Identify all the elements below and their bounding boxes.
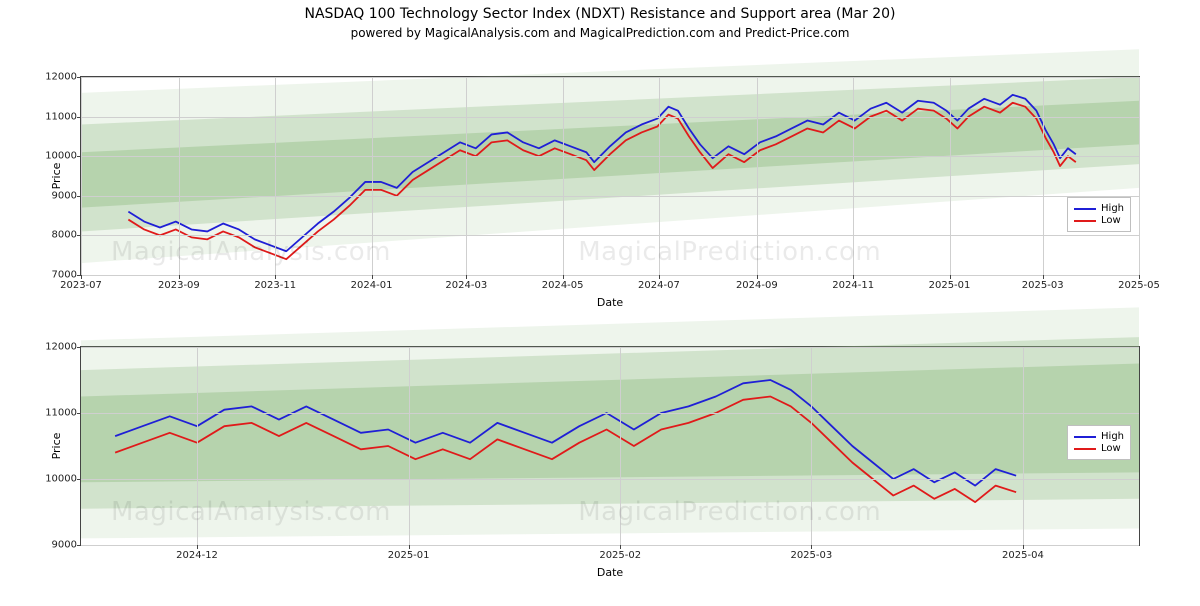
- x-tick-label: 2025-05: [1118, 280, 1160, 291]
- x-tick-label: 2024-07: [638, 280, 680, 291]
- legend-item-low: Low: [1074, 443, 1124, 454]
- legend-item-high: High: [1074, 203, 1124, 214]
- x-tick-label: 2023-07: [60, 280, 102, 291]
- legend-label-high: High: [1101, 431, 1124, 442]
- x-tick-label: 2023-09: [158, 280, 200, 291]
- y-axis-label: Price: [50, 163, 63, 190]
- y-tick-label: 10000: [33, 151, 77, 162]
- y-tick-label: 12000: [33, 72, 77, 83]
- x-axis-label: Date: [597, 566, 623, 579]
- x-tick-label: 2024-05: [542, 280, 584, 291]
- y-tick-label: 11000: [33, 408, 77, 419]
- chart-title: NASDAQ 100 Technology Sector Index (NDXT…: [0, 6, 1200, 22]
- y-axis-label: Price: [50, 433, 63, 460]
- y-tick-label: 8000: [33, 230, 77, 241]
- legend: High Low: [1067, 425, 1131, 460]
- legend: High Low: [1067, 197, 1131, 232]
- legend-swatch-low: [1074, 220, 1096, 222]
- legend-item-high: High: [1074, 431, 1124, 442]
- x-tick-label: 2025-02: [599, 550, 641, 561]
- chart-subtitle: powered by MagicalAnalysis.com and Magic…: [0, 26, 1200, 40]
- y-tick-label: 7000: [33, 270, 77, 281]
- x-tick-label: 2025-01: [929, 280, 971, 291]
- legend-item-low: Low: [1074, 215, 1124, 226]
- panel-top: Price Date High Low 70008000900010000110…: [80, 76, 1140, 276]
- panel-top-svg: [81, 77, 1139, 275]
- x-tick-label: 2024-01: [351, 280, 393, 291]
- x-tick-label: 2025-01: [388, 550, 430, 561]
- legend-label-high: High: [1101, 203, 1124, 214]
- x-tick-label: 2023-11: [254, 280, 296, 291]
- legend-label-low: Low: [1101, 215, 1121, 226]
- x-axis-label: Date: [597, 296, 623, 309]
- legend-swatch-low: [1074, 448, 1096, 450]
- y-tick-label: 9000: [33, 190, 77, 201]
- x-tick-label: 2025-03: [1022, 280, 1064, 291]
- x-tick-label: 2024-09: [736, 280, 778, 291]
- y-tick-label: 9000: [33, 540, 77, 551]
- x-tick-label: 2025-04: [1002, 550, 1044, 561]
- x-tick-label: 2025-03: [790, 550, 832, 561]
- y-tick-label: 11000: [33, 111, 77, 122]
- panel-bottom: Price Date High Low 90001000011000120002…: [80, 346, 1140, 546]
- x-tick-label: 2024-03: [445, 280, 487, 291]
- y-tick-label: 10000: [33, 474, 77, 485]
- legend-label-low: Low: [1101, 443, 1121, 454]
- legend-swatch-high: [1074, 436, 1096, 438]
- legend-swatch-high: [1074, 208, 1096, 210]
- y-tick-label: 12000: [33, 342, 77, 353]
- x-tick-label: 2024-11: [832, 280, 874, 291]
- x-tick-label: 2024-12: [176, 550, 218, 561]
- panel-bottom-svg: [81, 347, 1139, 545]
